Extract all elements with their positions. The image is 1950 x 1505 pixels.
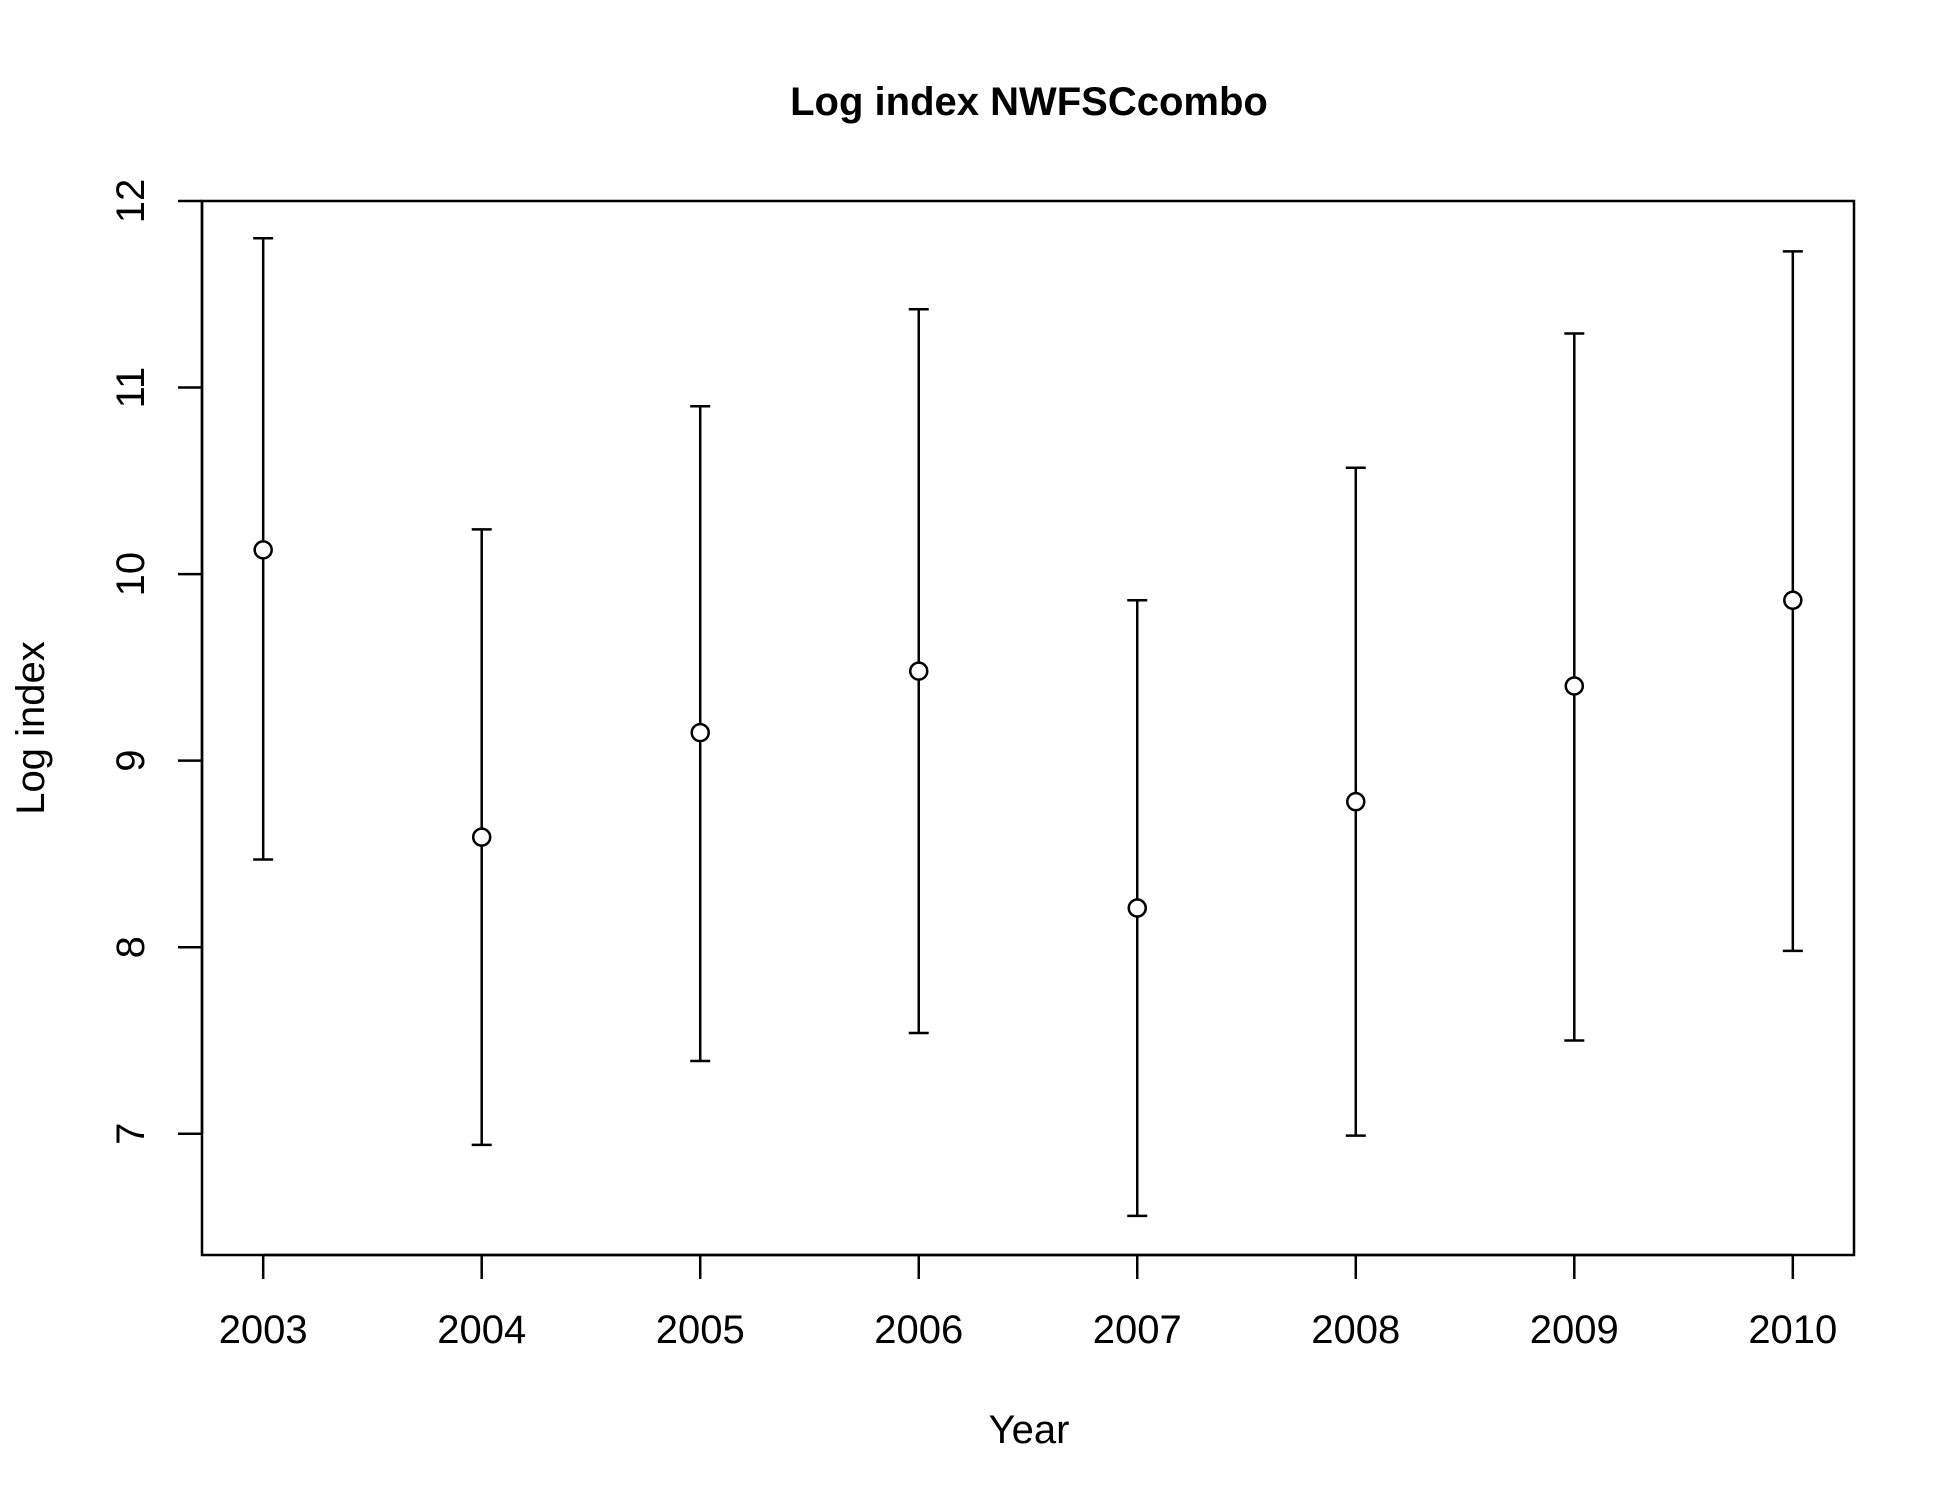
data-point — [1783, 590, 1803, 610]
y-tick-label: 8 — [109, 936, 153, 958]
y-tick-label: 12 — [109, 179, 153, 224]
data-series — [253, 237, 1803, 1218]
x-tick-label: 2004 — [437, 1308, 526, 1352]
y-tick-label: 9 — [109, 750, 153, 772]
data-point — [253, 540, 273, 560]
data-point — [1346, 791, 1366, 812]
x-tick-label: 2003 — [219, 1308, 308, 1352]
data-point — [1564, 676, 1585, 696]
x-tick-label: 2006 — [874, 1308, 963, 1352]
x-tick-label: 2005 — [656, 1308, 745, 1352]
data-point — [471, 827, 492, 847]
data-point — [908, 661, 929, 681]
y-axis: 7 8 9 10 11 12 — [109, 179, 204, 1145]
x-tick-label: 2008 — [1311, 1308, 1400, 1352]
x-tick-label: 2007 — [1093, 1308, 1182, 1352]
data-point — [690, 722, 710, 743]
x-axis: 2003 2004 2005 2006 2007 2008 2009 2010 — [219, 1253, 1837, 1352]
chart-title: Log index NWFSCcombo — [790, 80, 1268, 124]
y-tick-label: 7 — [109, 1123, 153, 1145]
x-tick-label: 2010 — [1748, 1308, 1837, 1352]
x-tick-label: 2009 — [1530, 1308, 1619, 1352]
y-tick-label: 11 — [109, 367, 153, 409]
y-axis-label: Log index — [9, 641, 53, 814]
data-point — [1127, 898, 1148, 918]
x-axis-label: Year — [989, 1408, 1070, 1452]
y-tick-label: 10 — [109, 552, 153, 597]
